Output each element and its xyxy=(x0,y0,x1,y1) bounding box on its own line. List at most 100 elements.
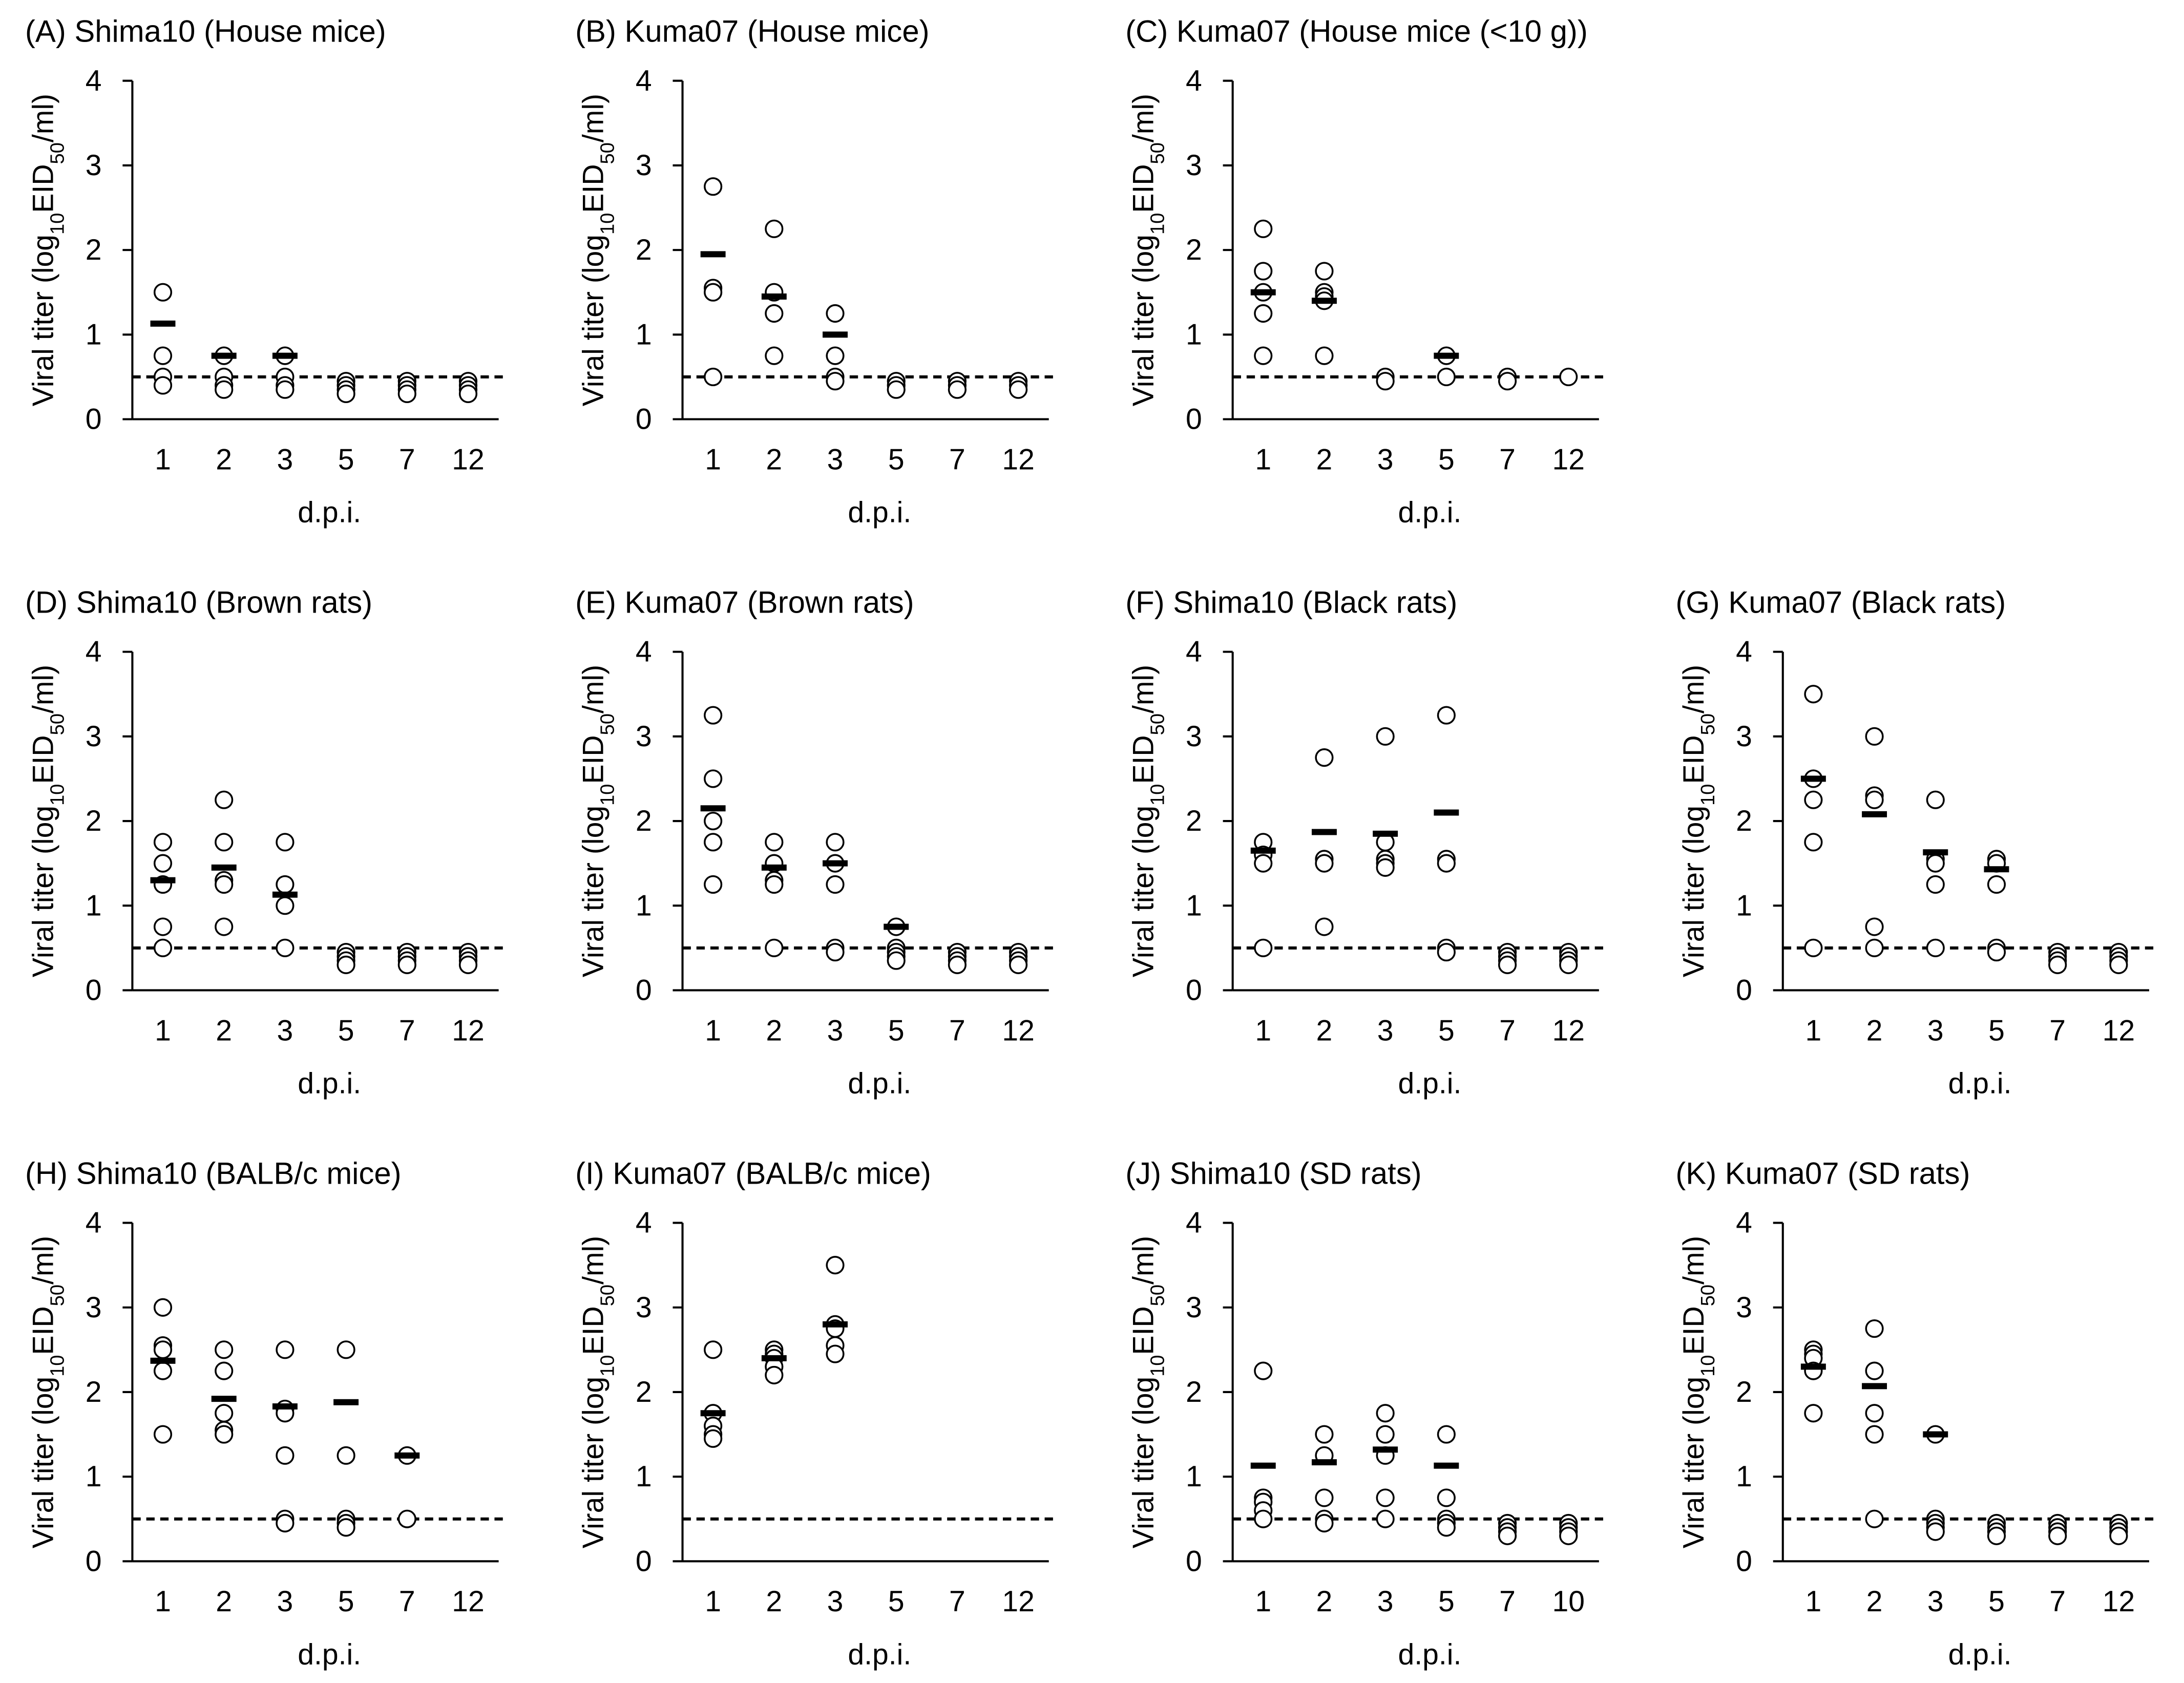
x-tick-label: 3 xyxy=(277,1585,293,1618)
mean-bar xyxy=(272,891,298,898)
mean-bar xyxy=(1250,289,1276,296)
y-axis-label-part: Viral titer (log xyxy=(1677,1377,1710,1548)
y-axis-label-part: Viral titer (log xyxy=(577,235,610,406)
data-point xyxy=(153,1340,173,1359)
y-tick-label: 3 xyxy=(1736,720,1752,753)
data-point xyxy=(337,955,355,974)
y-axis-label-part: 50 xyxy=(1147,142,1169,164)
y-tick-label: 2 xyxy=(1736,805,1752,837)
data-point xyxy=(704,875,723,894)
x-tick-label: 5 xyxy=(888,1014,905,1047)
mean-bar xyxy=(150,1357,176,1364)
data-point xyxy=(153,938,173,957)
mean-bar xyxy=(394,1452,420,1459)
data-point xyxy=(1865,1361,1884,1380)
y-tick-label: 0 xyxy=(86,403,102,436)
data-point xyxy=(1376,1404,1395,1423)
x-axis-label: d.p.i. xyxy=(1948,1067,2012,1100)
data-point xyxy=(1009,380,1028,399)
data-point xyxy=(1926,875,1945,894)
data-point xyxy=(1254,346,1273,365)
data-point xyxy=(1804,685,1823,704)
data-point xyxy=(704,367,723,386)
mean-bar xyxy=(1250,1462,1276,1469)
x-tick-label: 3 xyxy=(1927,1014,1944,1047)
y-axis-label: Viral titer (log10EID50/ml) xyxy=(577,665,619,977)
data-point xyxy=(1376,1425,1395,1444)
data-point xyxy=(153,1425,173,1444)
data-point xyxy=(337,384,355,404)
x-tick-label: 7 xyxy=(399,1014,415,1047)
x-tick-label: 5 xyxy=(1438,1014,1455,1047)
x-tick-label: 1 xyxy=(705,1585,721,1618)
y-tick-label: 4 xyxy=(86,65,102,97)
y-axis-label: Viral titer (log10EID50/ml) xyxy=(577,94,619,406)
data-point xyxy=(704,833,723,852)
data-point xyxy=(826,1344,845,1363)
x-tick-label: 1 xyxy=(705,443,721,476)
x-tick-label: 3 xyxy=(827,1585,844,1618)
data-point xyxy=(1315,346,1334,365)
data-point xyxy=(1315,1513,1334,1533)
y-tick-label: 4 xyxy=(636,65,652,97)
x-tick-label: 1 xyxy=(155,443,171,476)
y-tick-label: 4 xyxy=(1736,1207,1752,1239)
y-axis-label-part: /ml) xyxy=(27,1236,59,1285)
data-point xyxy=(765,219,784,238)
y-axis-label-part: 10 xyxy=(1147,784,1169,806)
y-tick-label: 1 xyxy=(1186,889,1202,922)
y-axis-label-part: /ml) xyxy=(1127,94,1160,142)
y-tick-label: 3 xyxy=(1186,149,1202,182)
y-axis-label-part: Viral titer (log xyxy=(1127,806,1160,977)
x-tick-label: 2 xyxy=(216,1585,232,1618)
y-axis-label-part: Viral titer (log xyxy=(27,235,59,406)
y-tick-label: 2 xyxy=(636,805,652,837)
data-point xyxy=(1437,1425,1456,1444)
data-point xyxy=(1376,727,1395,746)
x-tick-label: 5 xyxy=(338,443,354,476)
data-point xyxy=(1926,790,1945,809)
panel: (J) Shima10 (SD rats)Viral titer (log10E… xyxy=(1125,1156,1606,1671)
x-tick-label: 7 xyxy=(1499,1014,1516,1047)
y-axis-label-part: 50 xyxy=(597,1285,619,1306)
x-tick-label: 7 xyxy=(1499,1585,1516,1618)
data-point xyxy=(1498,955,1517,974)
data-point xyxy=(765,833,784,852)
x-tick-label: 3 xyxy=(277,1014,293,1047)
x-tick-label: 12 xyxy=(1002,1014,1035,1047)
y-tick-label: 2 xyxy=(1186,234,1202,266)
x-tick-label: 5 xyxy=(338,1585,354,1618)
panel-title: (F) Shima10 (Black rats) xyxy=(1125,585,1457,619)
y-axis-label-part: Viral titer (log xyxy=(27,806,59,977)
data-point xyxy=(1437,942,1456,962)
data-point xyxy=(1315,854,1334,873)
y-tick-label: 4 xyxy=(636,636,652,668)
y-tick-label: 1 xyxy=(86,318,102,351)
x-tick-label: 12 xyxy=(452,1014,485,1047)
data-point xyxy=(1926,938,1945,957)
y-axis-label-part: Viral titer (log xyxy=(577,806,610,977)
data-point xyxy=(153,917,173,936)
panel: (D) Shima10 (Brown rats) Viral titer (log… xyxy=(25,585,506,1100)
data-point xyxy=(1315,262,1334,281)
data-point xyxy=(276,896,295,915)
data-point xyxy=(1437,1488,1456,1507)
y-tick-label: 0 xyxy=(636,974,652,1006)
data-point xyxy=(153,376,173,395)
data-point xyxy=(826,875,845,894)
mean-bar xyxy=(700,1410,726,1417)
x-tick-label: 3 xyxy=(277,443,293,476)
data-point xyxy=(1987,875,2006,894)
data-point xyxy=(887,951,906,970)
data-point xyxy=(1559,955,1578,974)
y-tick-label: 0 xyxy=(636,1545,652,1577)
x-tick-label: 1 xyxy=(1255,443,1271,476)
x-tick-label: 5 xyxy=(888,443,905,476)
y-axis-label-part: EID xyxy=(577,164,610,213)
y-tick-label: 1 xyxy=(1186,318,1202,351)
y-axis-label-part: Viral titer (log xyxy=(1127,1377,1160,1548)
y-tick-label: 4 xyxy=(1186,1207,1202,1239)
mean-bar xyxy=(700,251,726,258)
data-point xyxy=(1865,1319,1884,1338)
x-tick-label: 7 xyxy=(1499,443,1516,476)
